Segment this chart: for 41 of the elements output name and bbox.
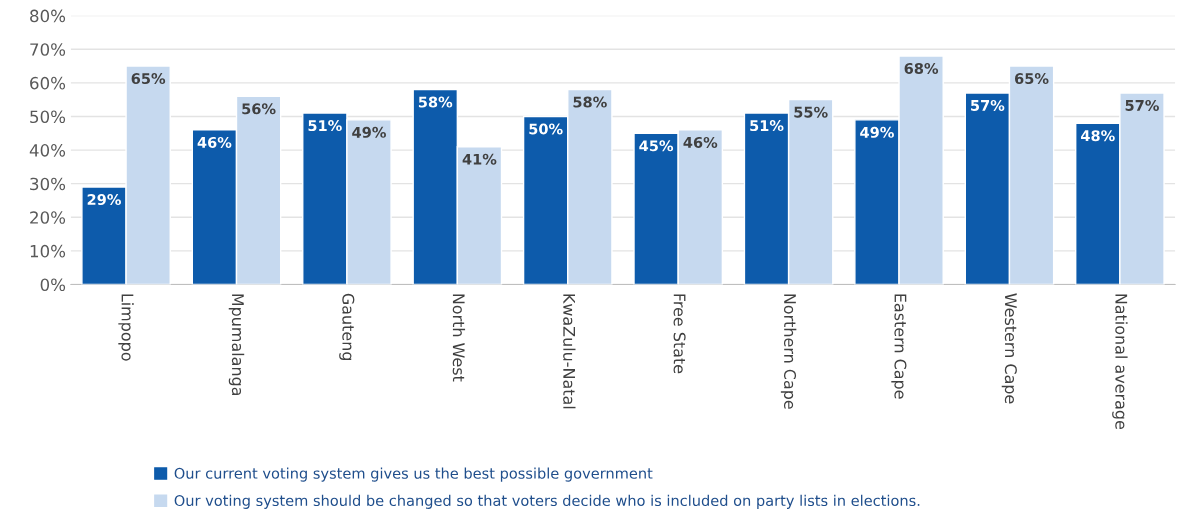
- y-tick-label: 50%: [30, 110, 66, 124]
- data-label: 41%: [462, 153, 497, 165]
- x-tick-label: Limpopo: [118, 294, 134, 361]
- data-label: 51%: [750, 120, 784, 132]
- legend-label: Our voting system should be changed so that voters decide who is included on party lists in elections.: [174, 494, 920, 509]
- x-tick-label: Eastern Cape: [891, 294, 907, 399]
- x-tick-label: Northern Cape: [780, 294, 797, 409]
- x-tick-label: National average: [1112, 294, 1128, 429]
- data-label: 49%: [352, 126, 386, 138]
- data-label: 46%: [683, 136, 718, 148]
- x-tick-label: North West: [452, 294, 466, 382]
- data-label: 29%: [87, 194, 121, 206]
- y-tick-label: 40%: [29, 144, 66, 157]
- y-tick-label: 70%: [30, 43, 66, 56]
- x-tick-label: Western Cape: [1001, 293, 1017, 404]
- data-label: 55%: [794, 106, 828, 118]
- data-label: 65%: [1015, 73, 1049, 85]
- data-label: 57%: [1125, 99, 1159, 111]
- data-label: 65%: [131, 73, 166, 85]
- y-tick-label: 20%: [30, 211, 66, 224]
- data-label: 50%: [529, 123, 563, 135]
- y-tick-label: 30%: [30, 177, 66, 191]
- y-tick-label: 80%: [30, 9, 66, 23]
- x-tick-label: KwaZulu-Natal: [563, 294, 576, 409]
- x-tick-label: Free State: [673, 294, 686, 374]
- data-label: 46%: [197, 136, 232, 148]
- x-tick-label: Mpumalanga: [228, 294, 245, 396]
- y-tick-label: 0%: [40, 278, 66, 292]
- y-tick-label: 10%: [30, 244, 66, 258]
- data-label: 68%: [904, 62, 939, 74]
- data-label: 57%: [971, 99, 1005, 111]
- data-label: 51%: [308, 120, 342, 132]
- data-label: 49%: [860, 126, 894, 138]
- data-label: 45%: [639, 140, 674, 152]
- data-label: 56%: [242, 103, 276, 115]
- data-label: 58%: [573, 96, 607, 108]
- data-label: 48%: [1081, 130, 1115, 142]
- y-tick-label: 60%: [30, 76, 66, 90]
- data-label: 58%: [418, 96, 453, 108]
- x-tick-label: Gauteng: [339, 293, 355, 361]
- legend-label: Our current voting system gives us the best possible government: [174, 467, 653, 482]
